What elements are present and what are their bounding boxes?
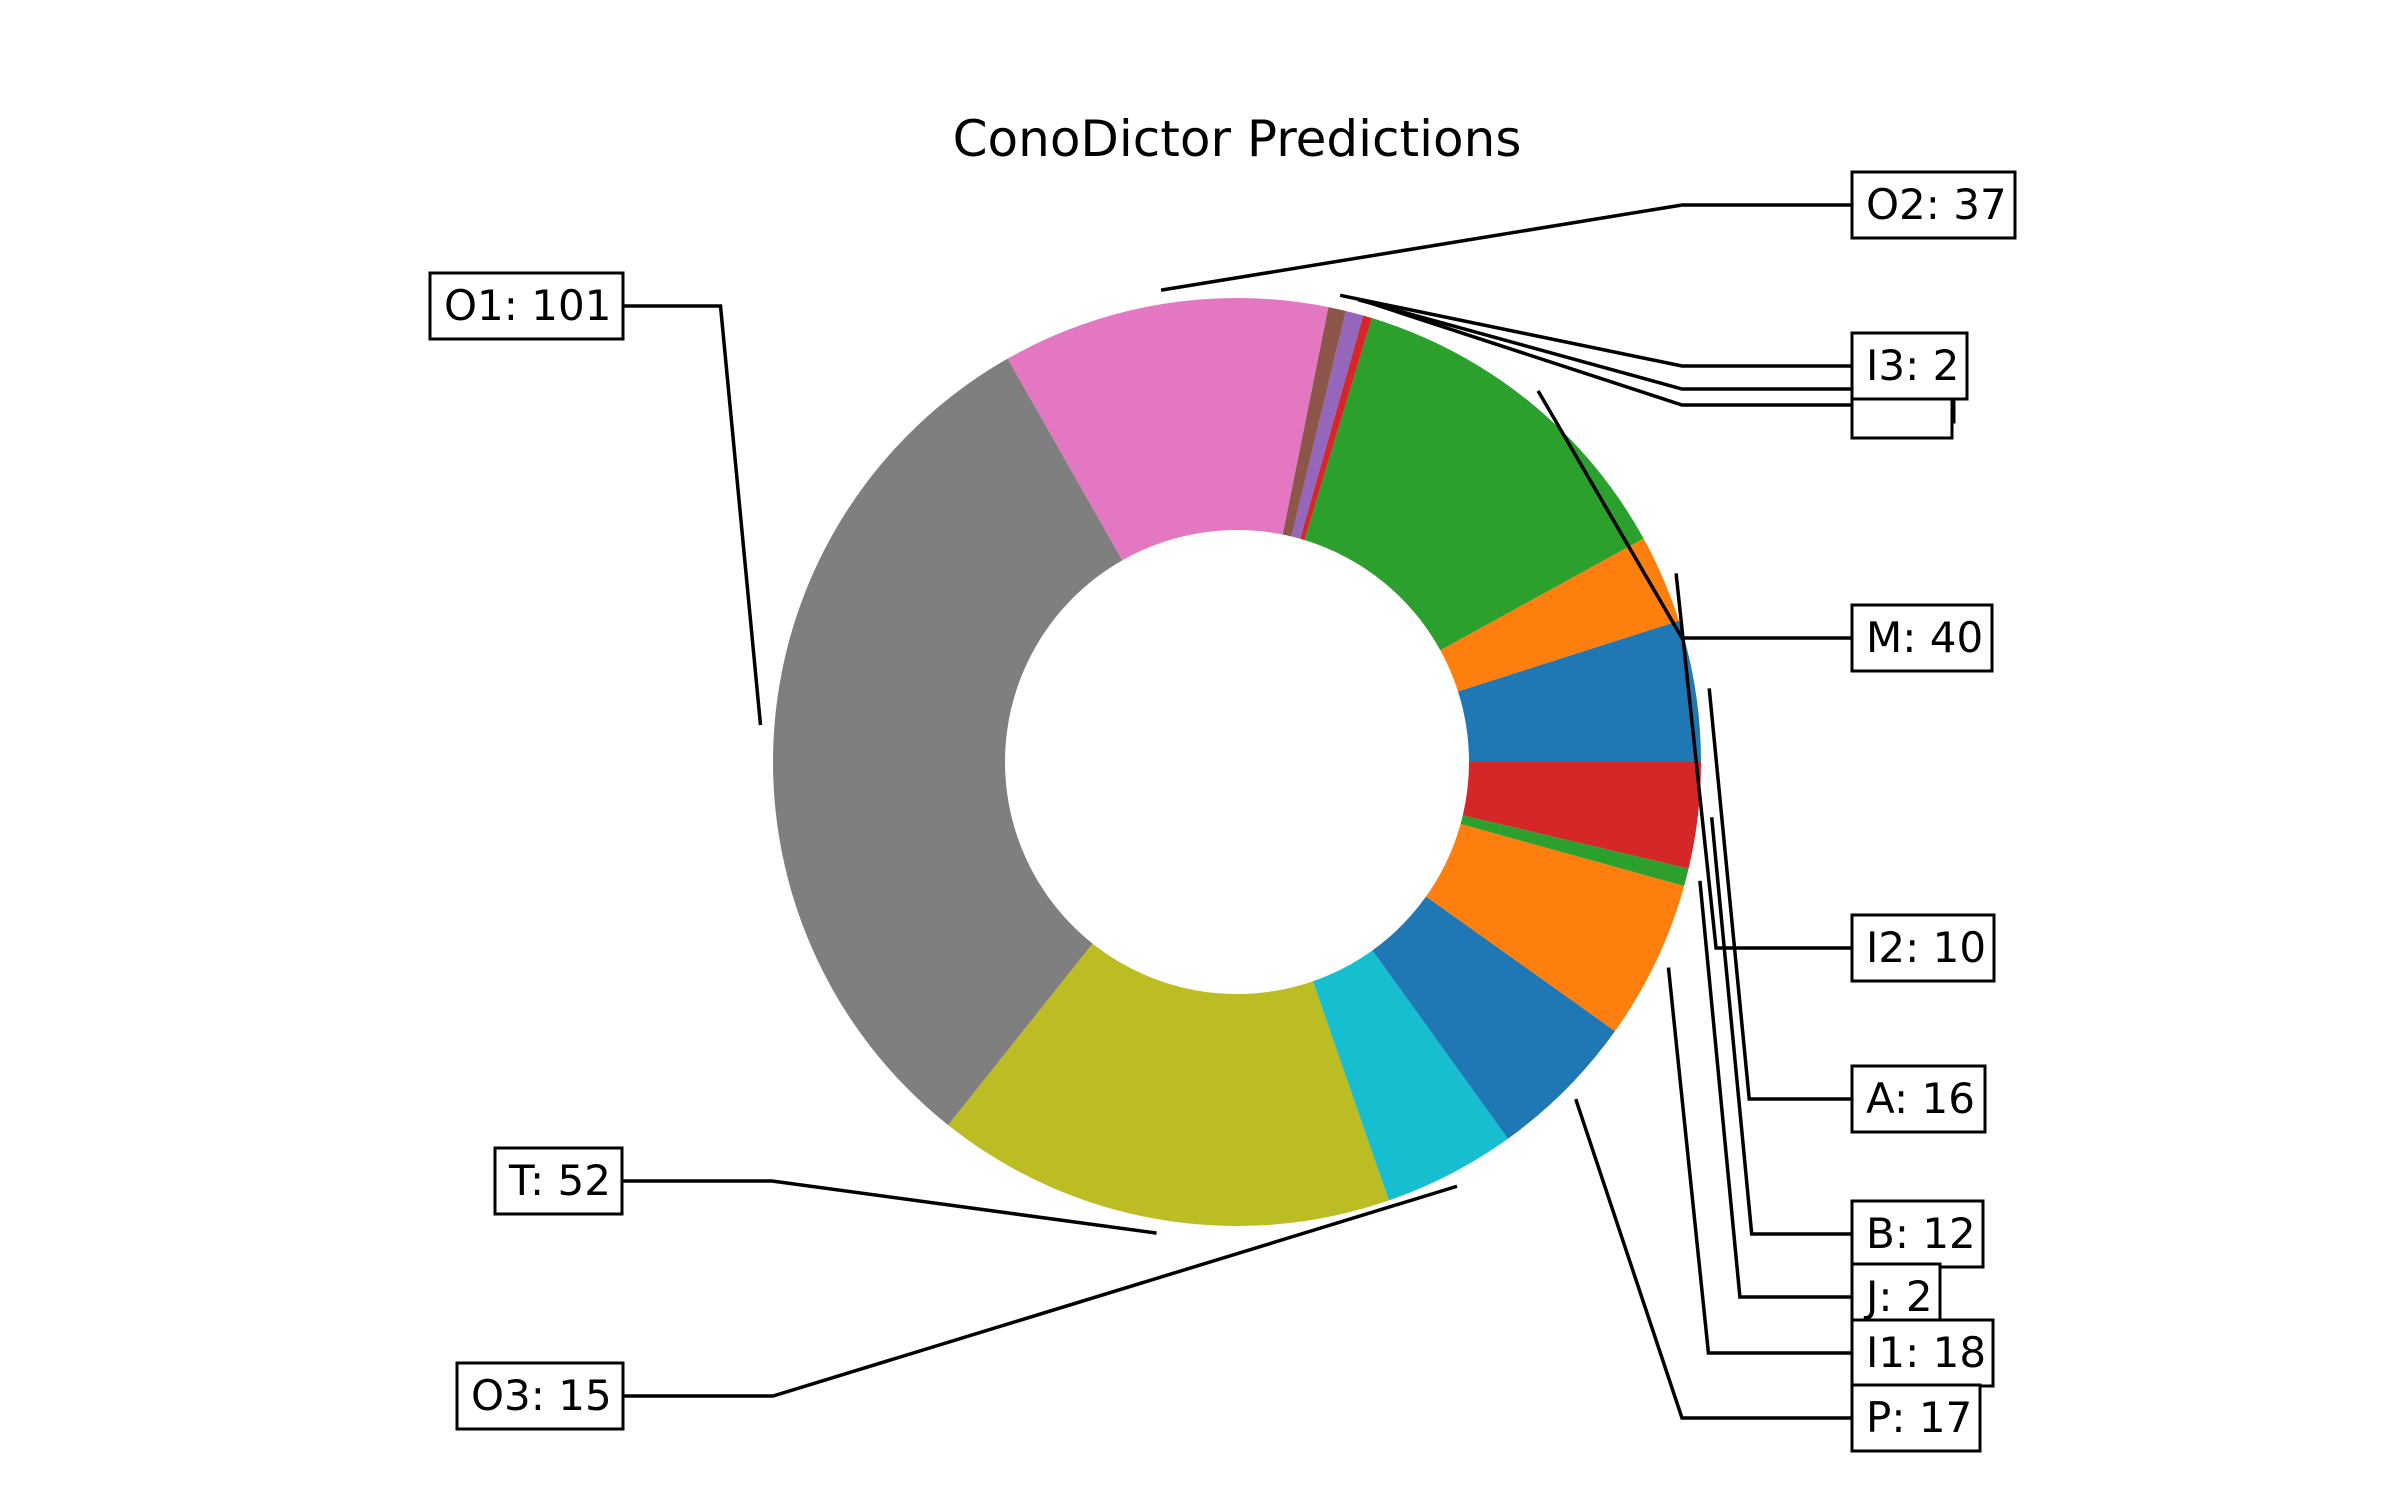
leader-line-j-12: [1698, 880, 1852, 1299]
slice-p-10: [1372, 896, 1616, 1139]
leader-line-o3-9: [623, 1184, 1458, 1398]
chart-title: ConoDictor Predictions: [953, 110, 1522, 168]
slice-label-b: B: 12: [1866, 1209, 1976, 1258]
slice-o1-7: [773, 358, 1123, 1126]
label-box-i3-5: [1850, 331, 1969, 401]
slice-j-12: [1460, 815, 1689, 887]
label-box-i2-1: [1850, 913, 1996, 983]
slice-label-i2: I2: 10: [1866, 923, 1986, 972]
slice-label-m: M: 40: [1866, 613, 1983, 662]
slice-label-a: A: 16: [1866, 1074, 1975, 1123]
label-box-p-10: [1850, 1383, 1982, 1453]
slice-label-j: J: 2: [1863, 1272, 1933, 1321]
label-group: B: 12 J: 2 I1: 18 P: 17 O3: 15 T: 52 O1: 101 O2…: [428, 170, 2017, 1453]
leader-line-o2-6: [1160, 203, 1852, 292]
slice-unlabeled-4: [1291, 310, 1364, 539]
label-box-a-0: [1850, 1064, 1987, 1134]
slice-label-o1: O1: 101: [444, 281, 611, 330]
label-box-b-13: [1850, 1199, 1985, 1269]
leader-line-unlabeled-4: [1357, 297, 1852, 391]
slice-unlabeled-3: [1300, 315, 1372, 541]
leader-line-i3-5: [1339, 293, 1852, 368]
slice-m-2: [1304, 318, 1644, 651]
slice-label-i1: I1: 18: [1866, 1328, 1986, 1377]
label-box-o3-9: [455, 1361, 625, 1431]
leader-line-a-0: [1707, 688, 1852, 1101]
label-box-o1-7: [428, 271, 625, 341]
slice-label-i3: I3: 2: [1866, 341, 1959, 390]
slice-a-0: [1457, 620, 1701, 762]
leader-line-i1-11: [1666, 967, 1852, 1355]
label-box-t-8: [493, 1146, 624, 1216]
leader-line-o1-7: [623, 304, 763, 726]
slice-i1-11: [1426, 824, 1685, 1032]
slice-label-p: P: 17: [1866, 1393, 1972, 1442]
leader-line-unlabeled-3: [1370, 301, 1852, 407]
slice-label-o3: O3: 15: [471, 1371, 612, 1420]
slice-label-o2: O2: 37: [1866, 180, 2007, 229]
slice-b-13: [1462, 762, 1701, 869]
slice-o3-9: [1312, 950, 1508, 1201]
slice-i2-1: [1440, 538, 1679, 692]
leader-line-b-13: [1709, 817, 1852, 1236]
label-box-i1-11: [1850, 1318, 1995, 1388]
slice-t-8: [948, 943, 1389, 1226]
leader-line-i2-1: [1674, 573, 1852, 950]
leader-line-p-10: [1574, 1098, 1852, 1420]
label-box-m-2: [1850, 603, 1994, 673]
slice-i3-5: [1282, 307, 1346, 537]
slice-o2-6: [1007, 297, 1329, 561]
slice-group: [773, 297, 1701, 1226]
slice-label-t: T: 52: [508, 1156, 611, 1205]
leader-line-t-8: [622, 1179, 1157, 1235]
label-box-o2-6: [1850, 170, 2017, 240]
